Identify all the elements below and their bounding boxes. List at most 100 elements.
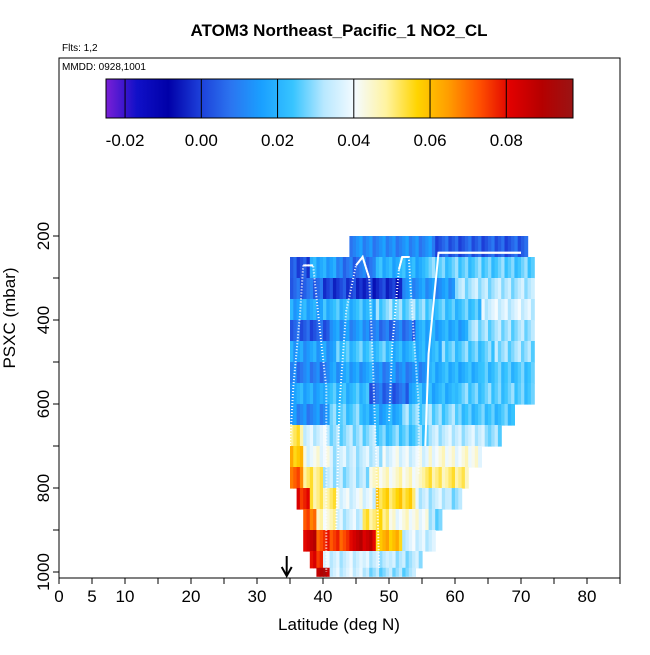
- curtain-cell: [458, 425, 463, 447]
- curtain-cell: [392, 404, 397, 426]
- curtain-cell: [356, 446, 360, 468]
- curtain-cell: [372, 509, 377, 531]
- curtain-cell: [395, 530, 400, 552]
- curtain-cell: [316, 278, 321, 300]
- curtain-cell: [290, 446, 294, 468]
- curtain-cell: [464, 341, 469, 363]
- curtain-cell: [471, 236, 476, 258]
- curtain-cell: [372, 446, 377, 468]
- curtain-cell: [425, 278, 430, 300]
- curtain-cell: [458, 404, 463, 426]
- curtain-cell: [339, 488, 344, 510]
- curtain-cell: [313, 362, 317, 384]
- curtain-cell: [478, 278, 482, 300]
- x-tick-label: 20: [182, 587, 201, 606]
- curtain-cell: [365, 509, 370, 531]
- curtain-cell: [336, 551, 341, 569]
- curtain-cell: [517, 383, 522, 405]
- curtain-cell: [488, 383, 492, 405]
- curtain-cell: [405, 341, 410, 363]
- curtain-cell: [491, 362, 496, 384]
- curtain-cell: [332, 257, 337, 279]
- curtain-cell: [336, 446, 341, 468]
- curtain-cell: [461, 383, 466, 405]
- curtain-cell: [369, 488, 374, 510]
- curtain-cell: [422, 530, 426, 552]
- curtain-cell: [418, 320, 423, 342]
- curtain-cell: [468, 383, 473, 405]
- curtain-cell: [385, 278, 390, 300]
- curtain-cell: [524, 236, 529, 258]
- curtain-cell: [290, 362, 294, 384]
- curtain-cell: [468, 236, 473, 258]
- curtain-cell: [471, 320, 476, 342]
- curtain-cell: [299, 257, 304, 279]
- curtain-cell: [497, 362, 502, 384]
- curtain-cell: [481, 425, 486, 447]
- curtain-cell: [362, 488, 367, 510]
- curtain-cell: [445, 236, 449, 258]
- curtain-cell: [441, 320, 446, 342]
- curtain-cell: [290, 320, 294, 342]
- curtain-cell: [514, 320, 519, 342]
- curtain-cell: [455, 404, 459, 426]
- curtain-cell: [379, 320, 383, 342]
- curtain-cell: [418, 509, 423, 531]
- curtain-cell: [517, 320, 522, 342]
- curtain-cell: [425, 509, 430, 531]
- curtain-cell: [441, 488, 446, 510]
- curtain-cell: [329, 362, 334, 384]
- curtain-cell: [398, 278, 403, 300]
- curtain-cell: [323, 567, 327, 577]
- curtain-cell: [435, 299, 440, 321]
- curtain-cell: [484, 362, 489, 384]
- curtain-cell: [481, 257, 486, 279]
- curtain-cell: [408, 341, 413, 363]
- curtain-cell: [342, 446, 347, 468]
- curtain-cell: [408, 488, 413, 510]
- curtain-cell: [527, 383, 532, 405]
- curtain-cell: [375, 341, 380, 363]
- curtain-cell: [431, 341, 436, 363]
- curtain-cell: [455, 446, 459, 468]
- curtain-cell: [412, 530, 416, 552]
- curtain-cell: [352, 299, 357, 321]
- curtain-cell: [359, 341, 364, 363]
- curtain-cell: [402, 567, 407, 577]
- curtain-cell: [478, 257, 482, 279]
- curtain-cell: [445, 404, 449, 426]
- curtain-cell: [389, 509, 393, 531]
- curtain-cell: [303, 362, 308, 384]
- curtain-cell: [455, 299, 459, 321]
- colorbar-tick-label: 0.04: [337, 131, 370, 150]
- curtain-cell: [392, 488, 397, 510]
- curtain-cell: [471, 299, 476, 321]
- curtain-cell: [441, 278, 446, 300]
- curtain-cell: [306, 320, 311, 342]
- curtain-cell: [497, 404, 502, 426]
- curtain-cell: [392, 362, 397, 384]
- curtain-cell: [359, 509, 364, 531]
- curtain-cell: [352, 488, 357, 510]
- curtain-cell: [398, 551, 403, 569]
- curtain-cell: [385, 362, 390, 384]
- chart-title: ATOM3 Northeast_Pacific_1 NO2_CL: [191, 21, 488, 40]
- x-tick-label: 60: [446, 587, 465, 606]
- colorbar-tick-label: 0.08: [490, 131, 523, 150]
- curtain-cell: [491, 278, 496, 300]
- curtain-cell: [365, 383, 370, 405]
- curtain-cell: [497, 236, 502, 258]
- curtain-cell: [405, 488, 410, 510]
- curtain-cell: [323, 383, 327, 405]
- curtain-cell: [365, 362, 370, 384]
- curtain-cell: [319, 467, 324, 489]
- curtain-cell: [435, 488, 440, 510]
- curtain-cell: [382, 278, 387, 300]
- curtain-cell: [319, 446, 324, 468]
- curtain-cell: [346, 488, 350, 510]
- curtain-cell: [478, 362, 482, 384]
- curtain-cell: [375, 257, 380, 279]
- curtain-cell: [323, 446, 327, 468]
- curtain-cell: [412, 383, 416, 405]
- curtain-cell: [504, 320, 509, 342]
